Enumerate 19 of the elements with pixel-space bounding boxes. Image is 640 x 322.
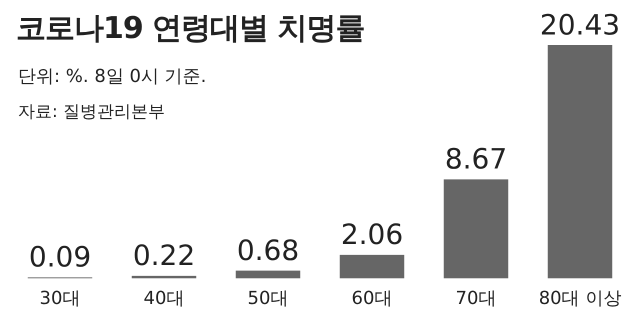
- data-label: 20.43: [540, 8, 620, 42]
- data-label: 0.22: [132, 239, 196, 272]
- x-tick-label: 30대: [40, 288, 80, 309]
- x-tick-label: 80대 이상: [538, 288, 622, 309]
- chart-title: 코로나19 연령대별 치명률: [16, 10, 365, 48]
- data-label: 2.06: [340, 218, 404, 252]
- x-tick-label: 70대: [456, 288, 496, 309]
- x-tick-label: 60대: [352, 288, 392, 309]
- x-tick-label: 50대: [248, 288, 288, 309]
- bar: [236, 270, 300, 278]
- data-label: 8.67: [444, 142, 508, 176]
- annotation: 자료: 질병관리본부: [18, 101, 166, 123]
- x-tick-label: 40대: [144, 288, 184, 309]
- bar: [340, 254, 404, 278]
- bar: [548, 45, 612, 278]
- bar: [444, 179, 508, 278]
- data-label: 0.09: [28, 240, 92, 274]
- text: 단위: %. 8일 0시 기준.: [18, 65, 206, 88]
- data-label: 0.68: [236, 234, 300, 267]
